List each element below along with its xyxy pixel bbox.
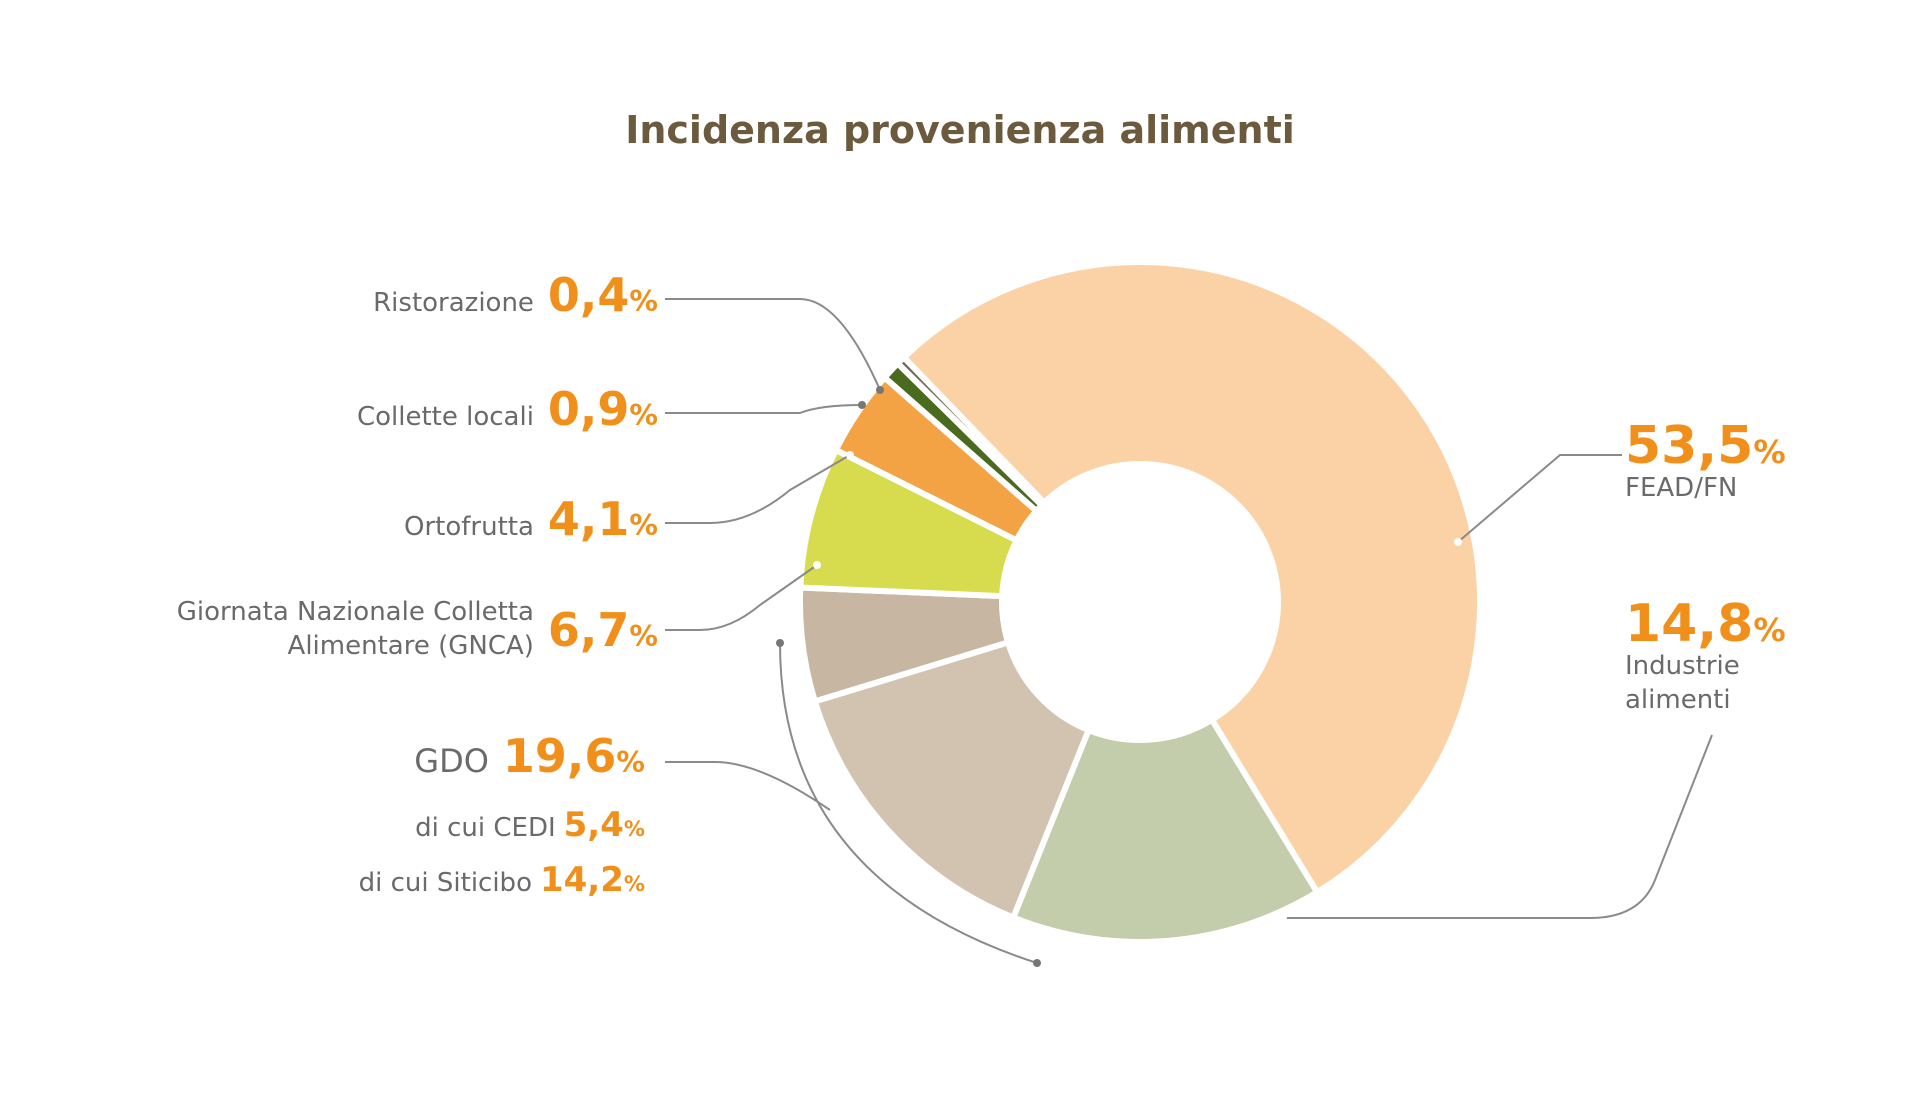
label-gdo: GDO 19,6% bbox=[414, 733, 645, 780]
ristorazione-value: 0,4 bbox=[547, 268, 630, 322]
leader-gnca bbox=[665, 564, 818, 631]
cedi-unit: % bbox=[623, 816, 645, 841]
label-siticibo-value: 14,2% bbox=[540, 863, 645, 897]
collette-unit: % bbox=[629, 399, 658, 432]
leader-fead bbox=[1457, 454, 1622, 543]
label-siticibo: di cui Siticibo 14,2% bbox=[359, 863, 645, 898]
label-cedi-name: di cui CEDI bbox=[415, 813, 556, 843]
leader-dot-fead bbox=[1454, 538, 1462, 546]
label-fead: 53,5% FEAD/FN bbox=[1625, 420, 1786, 506]
label-collette-name: Collette locali bbox=[356, 402, 534, 432]
leader-dot-ortofrutta bbox=[846, 451, 854, 459]
slice-fead-fn bbox=[899, 259, 1483, 897]
bracket-dot-top bbox=[776, 639, 784, 647]
ortofrutta-value: 4,1 bbox=[547, 492, 630, 546]
slice-industrie-alimenti bbox=[1009, 715, 1322, 945]
gnca-value: 6,7 bbox=[547, 602, 630, 657]
gnca-line2: Alimentare (GNCA) bbox=[287, 630, 534, 661]
industrie-value: 14,8 bbox=[1625, 594, 1754, 654]
label-ristorazione-name: Ristorazione bbox=[373, 288, 534, 318]
label-siticibo-name: di cui Siticibo bbox=[358, 868, 532, 898]
slice-di-cui-siticibo bbox=[811, 638, 1093, 922]
leader-ortofrutta bbox=[665, 454, 851, 524]
label-collette: Collette locali 0,9% bbox=[357, 386, 658, 432]
leader-gdo bbox=[665, 761, 831, 811]
leader-lines bbox=[665, 298, 1713, 967]
donut-slices bbox=[797, 259, 1483, 945]
label-industrie: 14,8% Industrie alimenti bbox=[1625, 598, 1786, 718]
label-ristorazione-value: 0,4% bbox=[548, 272, 658, 318]
label-ortofrutta-name: Ortofrutta bbox=[404, 512, 534, 542]
label-collette-value: 0,9% bbox=[548, 386, 658, 432]
label-industrie-name: Industrie alimenti bbox=[1625, 650, 1786, 718]
industrie-line1: Industrie bbox=[1625, 651, 1740, 681]
bracket-gdo bbox=[779, 642, 1038, 964]
ortofrutta-unit: % bbox=[629, 509, 658, 542]
leader-collette bbox=[665, 404, 863, 414]
slice-ristorazione bbox=[893, 353, 1049, 510]
label-cedi-value: 5,4% bbox=[564, 808, 645, 842]
industrie-unit: % bbox=[1753, 611, 1786, 649]
gdo-value: 19,6 bbox=[502, 729, 617, 783]
collette-value: 0,9 bbox=[547, 382, 630, 436]
label-gdo-value: 19,6% bbox=[503, 733, 645, 779]
label-ortofrutta: Ortofrutta 4,1% bbox=[404, 496, 658, 542]
chart-title: Incidenza provenienza alimenti bbox=[625, 108, 1295, 152]
leader-industrie bbox=[1283, 734, 1713, 919]
label-fead-value: 53,5% bbox=[1625, 420, 1786, 472]
label-fead-name: FEAD/FN bbox=[1625, 473, 1738, 503]
siticibo-value: 14,2 bbox=[539, 860, 624, 900]
label-gdo-name: GDO bbox=[414, 742, 489, 780]
ristorazione-unit: % bbox=[629, 285, 658, 318]
gnca-line1: Giornata Nazionale Colletta bbox=[176, 597, 534, 627]
label-gnca-value: 6,7% bbox=[548, 607, 658, 653]
cedi-value: 5,4 bbox=[563, 805, 624, 845]
leader-ristorazione bbox=[665, 298, 881, 391]
leader-dot-ristorazione bbox=[876, 386, 884, 394]
leader-dot-gnca bbox=[813, 561, 821, 569]
leader-dot-industrie bbox=[1279, 914, 1287, 922]
siticibo-unit: % bbox=[623, 871, 645, 896]
industrie-line2: alimenti bbox=[1625, 684, 1731, 715]
gnca-unit: % bbox=[629, 619, 658, 653]
label-cedi: di cui CEDI 5,4% bbox=[415, 808, 645, 843]
fead-value: 53,5 bbox=[1625, 416, 1754, 476]
bracket-dot-bottom bbox=[1033, 959, 1041, 967]
label-ortofrutta-value: 4,1% bbox=[548, 496, 658, 542]
leader-dot-collette bbox=[858, 401, 866, 409]
label-gnca-name: Giornata Nazionale Colletta Alimentare (… bbox=[177, 596, 534, 664]
gdo-unit: % bbox=[616, 746, 645, 779]
fead-unit: % bbox=[1753, 433, 1786, 471]
label-industrie-value: 14,8% bbox=[1625, 598, 1786, 650]
label-ristorazione: Ristorazione 0,4% bbox=[373, 272, 658, 318]
label-gnca: Giornata Nazionale Colletta Alimentare (… bbox=[177, 596, 658, 664]
